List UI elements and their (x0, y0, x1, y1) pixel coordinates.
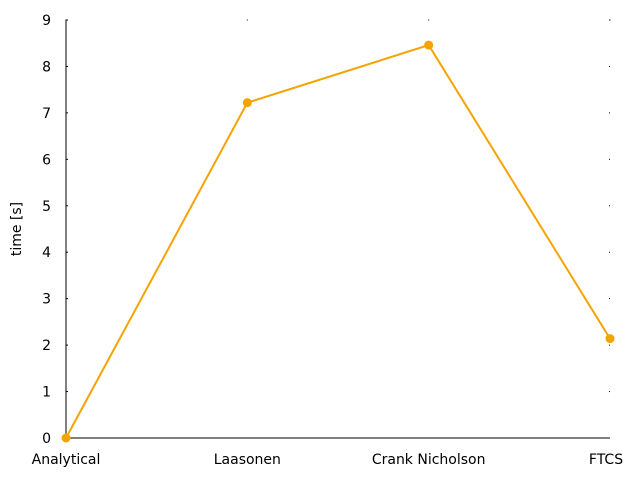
data-point (61, 433, 71, 443)
y-tick-mark-right (609, 158, 610, 160)
x-tick-mark-top (428, 19, 430, 21)
data-point (424, 40, 434, 50)
y-tick-label: 5 (42, 199, 51, 215)
y-ticks: 0 1 2 3 4 5 6 7 8 9 (42, 13, 610, 447)
y-tick-mark-right (609, 344, 610, 346)
y-axis-title: time [s] (9, 202, 25, 256)
y-tick-mark-right (609, 205, 610, 207)
y-tick-mark-right (609, 251, 610, 253)
axes (65, 20, 610, 439)
y-tick-mark-right (609, 391, 610, 393)
y-tick-label: 0 (42, 431, 51, 447)
x-tick-label: Crank Nicholson (372, 452, 486, 468)
x-tick-label: Laasonen (214, 452, 281, 468)
y-tick-mark-right (609, 298, 610, 300)
y-tick-mark-right (609, 437, 610, 439)
y-tick-mark-right (609, 112, 610, 114)
series-group (61, 40, 615, 443)
y-tick-label: 3 (42, 292, 51, 308)
y-tick-label: 9 (42, 13, 51, 29)
y-tick-label: 4 (42, 245, 51, 261)
y-tick-mark-right (609, 65, 610, 67)
y-tick-label: 8 (42, 59, 51, 75)
data-point (242, 98, 252, 108)
x-tick-label: Analytical (32, 452, 101, 468)
x-tick-mark-top (609, 19, 611, 21)
data-point (605, 334, 615, 344)
y-tick-label: 6 (42, 152, 51, 168)
y-tick-label: 7 (42, 106, 51, 122)
x-ticks: Analytical Laasonen Crank Nicholson FTCS (32, 19, 623, 468)
y-tick-label: 1 (42, 385, 51, 401)
y-tick-label: 2 (42, 338, 51, 354)
x-tick-mark-top (65, 19, 67, 21)
x-tick-mark-top (246, 19, 248, 21)
x-tick-label: FTCS (589, 452, 623, 468)
series-line (65, 44, 611, 439)
